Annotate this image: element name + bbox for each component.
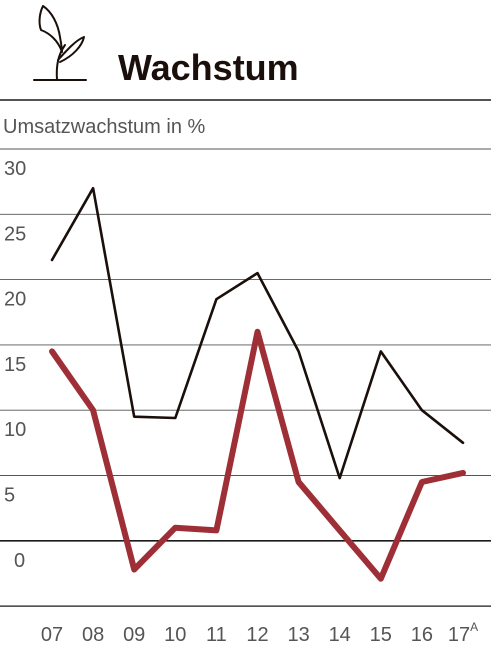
y-tick-label: 10 (4, 419, 26, 441)
x-tick-label: 14 (329, 624, 351, 646)
x-tick-label: 12 (246, 624, 268, 646)
chart-title: Wachstum (118, 47, 299, 88)
x-tick-label: 07 (41, 624, 63, 646)
y-tick-label: 0 (14, 550, 25, 572)
y-tick-label: 5 (4, 485, 15, 507)
x-tick-label: 13 (287, 624, 309, 646)
x-tick-label: 08 (82, 624, 104, 646)
y-axis-label: Umsatzwachstum in % (3, 116, 205, 138)
y-tick-label: 30 (4, 158, 26, 180)
x-tick-superscript: A (470, 620, 478, 634)
series-line-1 (50, 186, 465, 480)
y-tick-label: 25 (4, 223, 26, 245)
y-tick-labels: 30 25 20 15 10 5 0 (4, 158, 26, 572)
series-line-2 (49, 328, 466, 582)
x-tick-label: 16 (411, 624, 433, 646)
series-lines (49, 186, 466, 582)
x-tick-labels: 07 08 09 10 11 12 13 14 15 16 17A (41, 620, 478, 646)
x-tick-label: 15 (370, 624, 392, 646)
x-tick-label: 17A (448, 620, 478, 646)
x-tick-label: 11 (206, 624, 227, 646)
y-tick-label: 15 (4, 354, 26, 376)
x-tick-label: 10 (164, 624, 186, 646)
y-tick-label: 20 (4, 289, 26, 311)
sprout-icon (33, 5, 87, 81)
x-tick-label: 09 (123, 624, 145, 646)
